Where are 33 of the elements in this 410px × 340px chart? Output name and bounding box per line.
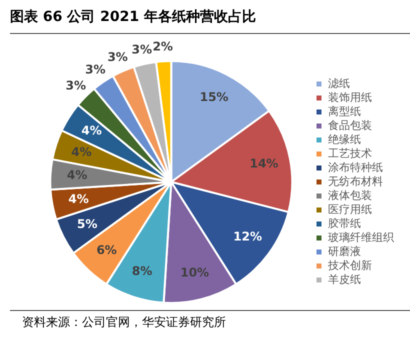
data-label: 5% [76, 216, 98, 231]
legend-label: 胶带纸 [328, 216, 361, 230]
chart-title: 图表 66 公司 2021 年各纸种营收占比 [10, 8, 256, 26]
data-label: 3% [132, 42, 152, 56]
data-label: 4% [66, 168, 88, 182]
data-label: 3% [107, 50, 128, 64]
legend-label: 装饰用纸 [328, 90, 372, 104]
data-label: 2% [152, 39, 173, 54]
data-label: 4% [71, 144, 92, 159]
legend-label: 绝缘纸 [328, 132, 361, 146]
data-label: 12% [233, 230, 262, 244]
data-label: 8% [132, 264, 152, 278]
legend-label: 液体包装 [328, 188, 372, 202]
legend-label: 医疗用纸 [328, 202, 372, 216]
legend-label: 食品包装 [328, 118, 372, 132]
legend-label: 玻璃纤维组织 [328, 230, 394, 244]
legend-label: 工艺技术 [328, 146, 372, 160]
legend-label: 研磨液 [328, 244, 361, 258]
data-label: 6% [96, 242, 117, 257]
legend-label: 羊皮纸 [328, 272, 361, 286]
legend-label: 滤纸 [328, 76, 350, 90]
data-label: 3% [66, 78, 86, 93]
data-label: 4% [81, 124, 102, 138]
text: 资料来源：公司官网，华安证券研究所 [22, 314, 226, 331]
legend-label: 涂布特种纸 [328, 160, 383, 174]
data-label: 10% [180, 266, 210, 280]
legend-label: 技术创新 [327, 258, 372, 272]
legend-label: 离型纸 [328, 104, 361, 118]
data-label: 14% [250, 156, 278, 170]
legend-label: 无纺布材料 [328, 174, 383, 188]
data-label: 3% [85, 62, 106, 76]
data-label: 4% [68, 192, 89, 206]
data-label: 15% [200, 90, 228, 104]
